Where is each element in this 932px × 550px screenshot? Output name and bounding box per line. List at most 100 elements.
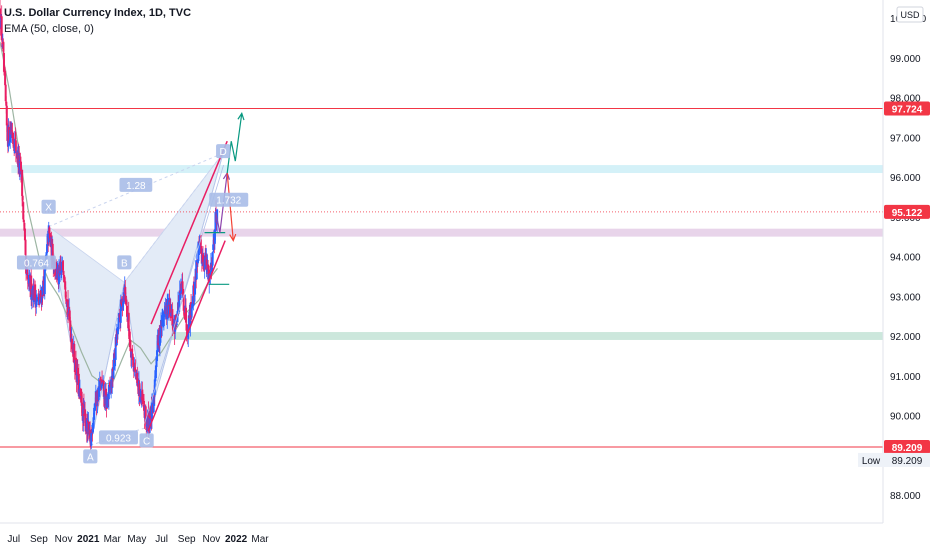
candle: [212, 233, 215, 259]
candle-body: [22, 202, 25, 220]
candle-body: [187, 315, 190, 334]
candle-body: [74, 357, 77, 375]
candle-body: [42, 279, 45, 286]
candle-body: [90, 433, 93, 446]
candle-body: [91, 422, 94, 433]
candle: [14, 131, 17, 163]
candle-body: [146, 417, 149, 423]
candle: [67, 290, 70, 324]
level-tag-89.209: 89.209: [892, 443, 923, 454]
candle: [108, 376, 111, 394]
candle-body: [124, 295, 127, 305]
candle-body: [159, 332, 162, 338]
candle-body: [12, 138, 15, 141]
candle: [197, 241, 200, 263]
candle-body: [88, 421, 91, 435]
candle-body: [133, 367, 136, 371]
channel-lower-line: [147, 240, 226, 432]
candle: [71, 340, 74, 357]
projection-green-arrow-head: [237, 112, 245, 121]
candle-body: [169, 302, 172, 305]
zone-cyan: [11, 165, 883, 174]
pattern-label-d: D: [220, 147, 227, 158]
y-tick-label: 90.000: [890, 412, 921, 423]
candle-body: [25, 274, 28, 276]
y-tick-label: 92.000: [890, 332, 921, 343]
candle: [161, 308, 164, 323]
candle: [0, 5, 3, 42]
candle-body: [12, 140, 15, 147]
candle-body: [57, 268, 60, 285]
candle-body: [181, 281, 184, 289]
candle-body: [199, 239, 202, 245]
candle-body: [188, 315, 191, 319]
projection-red-arrow: [226, 172, 234, 241]
candle-body: [163, 310, 166, 318]
candle: [142, 394, 145, 405]
candle-body: [185, 324, 188, 331]
low-marker-label: Low: [862, 456, 881, 467]
pattern-label-b-bg: [117, 255, 132, 270]
candle-body: [143, 404, 146, 411]
candle-body: [145, 419, 148, 427]
candle-body: [46, 244, 49, 252]
candle-body: [131, 353, 134, 358]
candle-body: [106, 398, 109, 400]
candle-body: [100, 380, 103, 389]
candle-body: [213, 229, 216, 244]
candle-body: [105, 388, 108, 396]
candle: [166, 294, 169, 329]
legend-indicator: EMA (50, close, 0): [4, 23, 94, 35]
zones-layer: [0, 165, 884, 340]
candle: [139, 388, 142, 404]
candle: [122, 287, 125, 311]
candle: [129, 331, 132, 354]
candle-body: [13, 138, 16, 153]
candle: [18, 153, 21, 181]
candle: [62, 260, 65, 283]
candle: [164, 297, 167, 320]
candle-body: [24, 239, 27, 255]
candle-body: [174, 316, 177, 320]
candle-body: [169, 304, 172, 319]
candle-body: [134, 369, 137, 372]
candle-body: [60, 265, 63, 272]
candle-body: [116, 327, 119, 335]
candle-body: [30, 294, 33, 300]
candle: [178, 280, 181, 309]
candle-body: [214, 211, 217, 231]
candle: [192, 276, 195, 305]
candle-body: [104, 390, 107, 405]
candle: [155, 351, 158, 373]
candle-body: [112, 371, 115, 379]
candle-body: [35, 296, 38, 302]
candle-body: [106, 396, 109, 408]
candle-body: [8, 126, 11, 143]
candle-body: [194, 281, 197, 295]
harmonic-pattern-layer: [48, 152, 224, 446]
candle-body: [10, 130, 13, 132]
candle-body: [26, 275, 29, 280]
candle-body: [178, 290, 181, 301]
ratio-label-bd-bg: [209, 192, 249, 207]
candle-body: [197, 241, 200, 262]
candle-body: [78, 389, 81, 397]
candle: [27, 268, 30, 292]
candle-body: [155, 356, 158, 368]
candle-body: [183, 312, 186, 315]
candle-body: [42, 280, 45, 295]
candle: [38, 299, 41, 305]
candle-body: [71, 347, 74, 351]
level-tag-95.122: 95.122: [892, 208, 923, 219]
candle-body: [23, 228, 26, 241]
candle: [43, 265, 46, 300]
chart-legend: U.S. Dollar Currency Index, 1D, TVC EMA …: [4, 5, 191, 37]
pattern-ac-diagonal: [90, 426, 147, 446]
candle-body: [68, 310, 71, 321]
candle-body: [151, 402, 154, 404]
low-marker-value: 89.209: [892, 456, 923, 467]
pattern-label-d-bg: [216, 144, 231, 159]
x-tick-label: 2021: [77, 534, 100, 545]
ratio-label-xd-bg: [119, 177, 153, 192]
